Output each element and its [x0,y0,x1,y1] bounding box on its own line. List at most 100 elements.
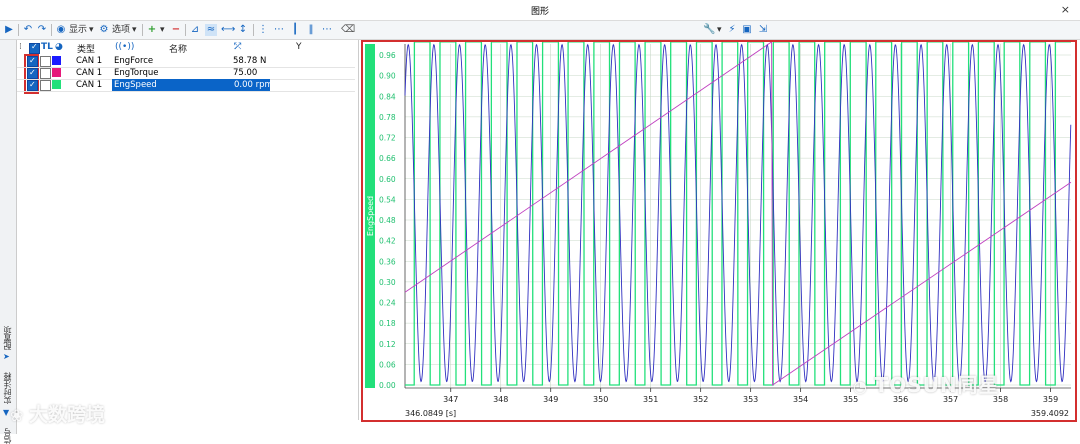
gear-icon: ⚙ [99,24,109,35]
eraser-icon[interactable]: ⌫ [341,24,356,35]
y-tick-label: 0.54 [379,195,396,204]
name-header: 名称 [169,45,188,55]
y-tick-label: 0.60 [379,175,396,184]
type-header: 类型 [77,45,96,55]
window-icon[interactable]: ▣ [742,24,752,35]
y-tick-label: 0.30 [379,278,396,287]
x-start-label: 346.0849 [s] [405,409,456,418]
color-swatch[interactable] [52,80,61,89]
y-tick-label: 0.96 [379,51,396,60]
cursor-single-icon[interactable]: ┃ [291,24,299,35]
more-icon[interactable]: ⋯ [322,24,332,35]
table-row[interactable]: CAN 1 EngForce 58.78 N [17,55,355,68]
watermark-right: ◔ TOSUN同星 [853,369,1000,398]
window-title: 图形 [530,7,549,17]
wave-mode-icon[interactable]: ≈ [205,24,217,36]
y-tick-label: 0.24 [379,299,396,308]
x-tick-label: 359 [1043,395,1058,404]
x-tick-label: 347 [443,395,458,404]
y-tick-label: 0.84 [379,92,396,101]
x-tick-label: 357 [943,395,958,404]
wrench-icon[interactable]: 🔧 ▾ [703,24,722,35]
row-value: 58.78 N [233,56,267,66]
close-icon[interactable]: × [1060,3,1070,16]
watermark-right-text: TOSUN同星 [874,373,1000,397]
y-tick-label: 0.00 [379,381,396,390]
color-swatch[interactable] [52,68,61,77]
row-value: 75.00 [233,68,258,78]
fit-vertical-icon[interactable]: ↕ [238,24,248,35]
x-tick-label: 349 [543,395,558,404]
side-tab-annotation[interactable]: 实时注释 [3,372,12,404]
table-row-selected[interactable]: CAN 1 EngSpeed 0.00 rpm [17,79,355,92]
y-tick-label: 0.18 [379,319,396,328]
y-tick-label: 0.66 [379,154,396,163]
undo-icon[interactable]: ↶ [23,24,33,35]
tl-checkbox[interactable] [40,68,51,79]
series-engspeed [405,42,1071,386]
y-tick-label: 0.78 [379,113,396,122]
x-tick-label: 352 [693,395,708,404]
x-tick-label: 350 [593,395,608,404]
export-icon[interactable]: ⇲ [758,24,768,35]
side-tabs: 配置项 ➤ 实时注释 ▼ 信号 [0,40,17,444]
tl-checkbox[interactable] [40,80,51,91]
add-signal-button[interactable]: + ▾ [147,24,165,35]
tl-checkbox[interactable] [40,56,51,67]
display-label: 显示 [69,25,88,35]
options-label: 选项 [112,25,131,35]
y-tick-label: 0.36 [379,257,396,266]
visible-checkbox[interactable] [27,67,38,79]
x-tick-label: 356 [893,395,908,404]
y-axis-band [365,44,375,388]
color-swatch[interactable] [52,56,61,65]
signal-header-icon: ((•)) [115,42,135,52]
cursor-double-icon[interactable]: ‖ [308,24,314,35]
play-icon[interactable]: ▶ [5,24,13,35]
wechat-logo-icon: ◔ [853,377,875,396]
fit-horizontal-icon[interactable]: ⟷ [221,24,236,35]
x-tick-label: 358 [993,395,1008,404]
x-tick-label: 355 [843,395,858,404]
row-type: CAN 1 [76,80,103,90]
signal-list-panel: ⁞ TL ◕ 类型 ((•)) 名称 ⤱ Y CAN 1 EngForce 58… [17,40,359,420]
display-menu[interactable]: ◉ 显示 ▾ [56,24,94,35]
chart-svg[interactable]: EngSpeed 0.00 0.06 0.12 0.18 0.24 0.30 0.36 0.42… [363,42,1075,420]
row-name: EngSpeed [112,79,234,91]
zoom-in-horizontal-icon[interactable]: ⋯ [274,24,284,35]
toolbar: ▶ ↶ ↷ ◉ 显示 ▾ ⚙ 选项 ▾ + ▾ − ⊿ ≈ ⟷ ↕ ⋮ ⋯ ┃ ‖ ⋯… [0,21,1080,40]
row-name: EngTorque [114,68,159,78]
row-name: EngForce [114,56,154,66]
drag-grip-icon[interactable]: ⁞ [19,42,22,52]
lightning-icon[interactable]: ⚡ [728,24,736,35]
color-header-icon: ◕ [55,42,63,52]
row-value: 0.00 rpm [232,79,273,91]
y-tick-label: 0.90 [379,72,396,81]
row-type: CAN 1 [76,68,103,78]
visible-checkbox[interactable] [27,55,38,67]
y-tick-label: 0.72 [379,134,396,143]
x-tick-label: 353 [743,395,758,404]
y-tick-label: 0.42 [379,237,396,246]
x-tick-label: 348 [493,395,508,404]
options-menu[interactable]: ⚙ 选项 ▾ [99,24,137,35]
value-header-icon: ⤱ [234,42,242,52]
x-end-label: 359.4092 [1031,409,1069,418]
zoom-in-vertical-icon[interactable]: ⋮ [258,24,268,35]
window-titlebar: 图形 × [0,0,1080,21]
display-icon: ◉ [56,24,66,35]
watermark-left: ❀ 大数跨境 [10,400,105,427]
chart-mode-icon[interactable]: ⊿ [190,24,200,35]
side-tab-config[interactable]: 配置项 [3,326,12,350]
annotation-icon: ▼ [3,408,10,417]
weibo-logo-icon: ❀ [10,406,29,425]
x-tick-label: 354 [793,395,808,404]
redo-icon[interactable]: ↷ [37,24,47,35]
remove-signal-button[interactable]: − [171,24,181,35]
row-type: CAN 1 [76,56,103,66]
visible-checkbox[interactable] [27,79,38,91]
select-all-checkbox[interactable] [29,42,40,54]
pin-icon: ➤ [3,352,10,361]
series-engtorque [404,42,1072,386]
y-tick-label: 0.48 [379,216,396,225]
